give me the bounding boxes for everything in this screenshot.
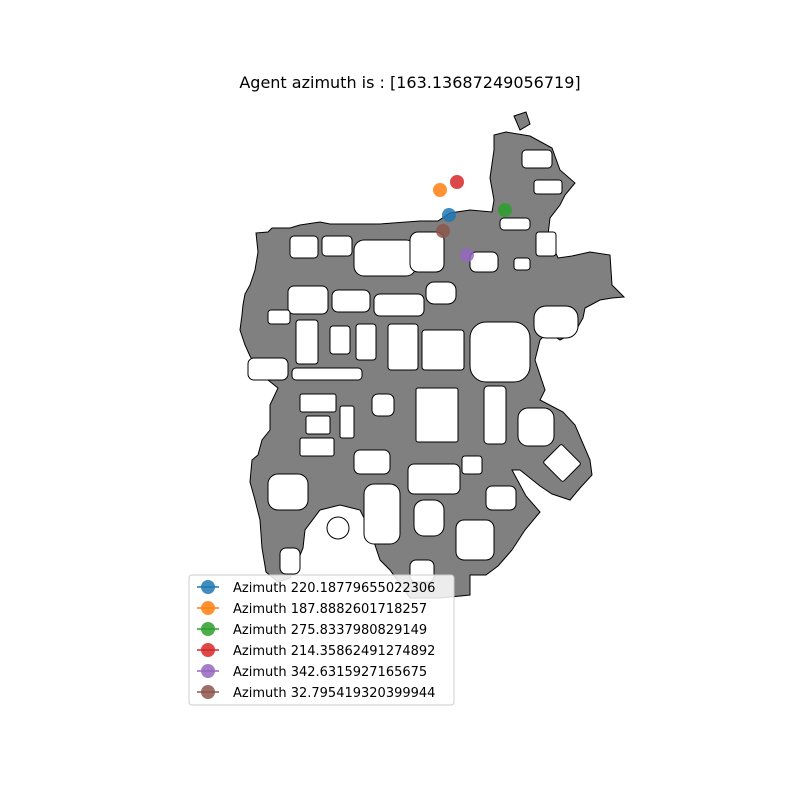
obstacle	[421, 329, 465, 371]
obstacle	[339, 405, 355, 439]
obstacle	[455, 519, 495, 561]
obstacle	[291, 367, 363, 381]
obstacle	[425, 281, 457, 305]
obstacle	[355, 323, 377, 361]
scatter-point	[450, 175, 464, 189]
scatter-point	[498, 203, 512, 217]
scatter-point	[460, 248, 474, 262]
obstacle	[533, 305, 579, 339]
legend-box	[188, 574, 455, 706]
legend-label: Azimuth 342.6315927165675	[233, 665, 427, 680]
obstacle	[353, 449, 391, 475]
obstacle	[461, 455, 483, 475]
obstacle	[387, 323, 419, 371]
free-space-top-corridor	[513, 111, 531, 131]
scatter-points	[433, 175, 512, 262]
legend-marker	[201, 664, 215, 678]
scatter-point	[433, 183, 447, 197]
obstacles	[247, 149, 581, 583]
chart-title: Agent azimuth is : [163.13687249056719]	[239, 73, 580, 92]
obstacle	[469, 321, 531, 383]
obstacle	[363, 483, 401, 545]
obstacle	[517, 407, 555, 447]
obstacle	[485, 485, 517, 511]
obstacle	[329, 325, 351, 355]
obstacle	[267, 473, 309, 511]
scatter-point	[436, 224, 450, 238]
obstacle	[371, 393, 395, 417]
obstacle	[535, 231, 557, 257]
obstacle	[295, 319, 319, 365]
obstacle	[521, 149, 553, 169]
obstacle	[407, 463, 461, 495]
obstacle	[499, 217, 531, 231]
obstacle	[305, 415, 331, 435]
legend-marker	[201, 685, 215, 699]
obstacle	[331, 289, 371, 313]
obstacle	[543, 444, 581, 482]
occupancy-map	[239, 111, 626, 599]
legend: Azimuth 220.18779655022306 Azimuth 187.88…	[188, 574, 455, 706]
legend-label: Azimuth 220.18779655022306	[233, 581, 435, 596]
obstacle	[483, 385, 507, 445]
legend-label: Azimuth 32.795419320399944	[233, 686, 435, 701]
obstacle	[299, 393, 337, 413]
obstacle	[513, 257, 531, 271]
scatter-point	[442, 208, 456, 222]
obstacle	[267, 309, 291, 325]
obstacle	[321, 235, 353, 257]
obstacle	[373, 293, 425, 317]
obstacle	[247, 357, 289, 381]
legend-label: Azimuth 187.8882601718257	[233, 602, 427, 617]
legend-label: Azimuth 214.35862491274892	[233, 644, 435, 659]
obstacle	[279, 547, 301, 575]
obstacle	[533, 179, 563, 195]
obstacle	[469, 251, 499, 273]
legend-marker	[201, 622, 215, 636]
obstacle	[326, 516, 350, 540]
obstacle	[287, 285, 329, 315]
obstacle	[299, 437, 335, 457]
obstacle	[415, 387, 459, 443]
obstacle	[409, 231, 445, 273]
legend-marker	[201, 601, 215, 615]
obstacle	[289, 235, 319, 259]
legend-label: Azimuth 275.8337980829149	[233, 623, 427, 638]
legend-marker	[201, 580, 215, 594]
legend-marker	[201, 643, 215, 657]
obstacle	[353, 239, 417, 277]
obstacle	[413, 499, 445, 537]
